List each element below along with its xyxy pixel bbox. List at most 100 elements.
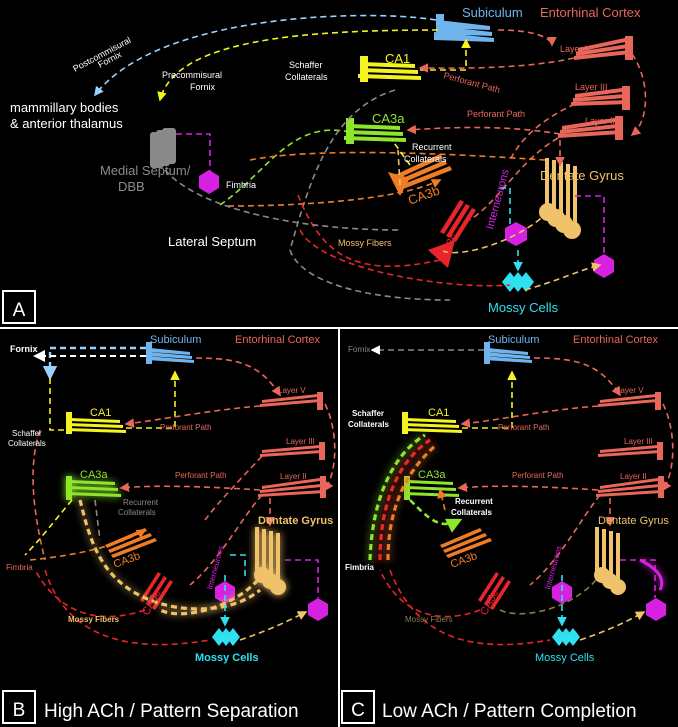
layer-v-cells [574, 36, 633, 60]
interneuron-cells-c [552, 581, 666, 621]
panel-b: B High ACh / Pattern Separation Fornix S… [2, 334, 336, 724]
label-entorhinal-b: Entorhinal Cortex [235, 334, 320, 346]
label-layer-ii-a: Layer II [585, 116, 615, 126]
mossy-cells-c [552, 628, 580, 646]
mossy-cells-b [212, 628, 240, 646]
label-fimbria-c: Fimbria [345, 563, 374, 572]
layer-iii-cells-c [598, 442, 663, 460]
layer-v-cells-b [260, 392, 323, 410]
label-schaffer-2-b: Collaterals [8, 439, 46, 448]
label-layer-iii-c: Layer III [624, 437, 653, 446]
label-layer-iii-a: Layer III [575, 82, 608, 92]
label-recurrent-1-b: Recurrent [123, 498, 159, 507]
subiculum-cells-b [146, 342, 194, 364]
label-dentate-c: Dentate Gyrus [598, 515, 669, 527]
layer-ii-cells-b [258, 476, 326, 498]
ca1-cells-b [66, 412, 126, 434]
label-perforant-1-b: Perforant Path [160, 423, 212, 432]
label-schaffer-2-c: Collaterals [348, 420, 389, 429]
label-subiculum-c: Subiculum [488, 334, 539, 346]
label-ca1-a: CA1 [385, 51, 410, 66]
label-mossy-cells-c: Mossy Cells [535, 652, 595, 664]
panel-a: A Subiculum Entorhinal Cortex Layer V La… [2, 5, 647, 324]
label-medial-septum-1: Medial Septum/ [100, 163, 191, 178]
label-layer-iii-b: Layer III [286, 437, 315, 446]
label-fimbria-a: Fimbria [226, 180, 256, 190]
label-interneurons-a: Interneurons [484, 168, 512, 231]
label-ca3c-b: CA3c [140, 588, 163, 618]
label-layer-v-c: Layer V [616, 386, 644, 395]
label-recurrent-1-c: Recurrent [455, 497, 493, 506]
label-layer-ii-c: Layer II [620, 472, 647, 481]
ca3b-cells-c [440, 528, 492, 558]
label-entorhinal-a: Entorhinal Cortex [540, 5, 641, 20]
label-medial-septum-2: DBB [118, 179, 145, 194]
label-entorhinal-c: Entorhinal Cortex [573, 334, 658, 346]
label-subiculum-a: Subiculum [462, 5, 523, 20]
panel-b-letter: B [13, 700, 26, 721]
label-mossy-fibers-c: Mossy Fibers [405, 615, 453, 624]
label-perforant-1-a: Perforant Path [442, 70, 501, 95]
ca3a-cells [344, 118, 406, 144]
label-ca1-c: CA1 [428, 407, 449, 419]
label-ca3b-a: CA3b [406, 183, 442, 208]
label-subiculum-b: Subiculum [150, 334, 201, 346]
label-mossy-cells-a: Mossy Cells [488, 300, 559, 315]
ca1-cells-c [402, 412, 462, 434]
ca3a-cells-b [66, 476, 121, 500]
panel-a-letter: A [13, 300, 26, 321]
dentate-gyrus-cells [539, 158, 581, 239]
mossy-cells [502, 272, 534, 292]
panel-b-caption: High ACh / Pattern Separation [44, 701, 299, 722]
label-layer-v-b: Layer V [278, 386, 306, 395]
label-fornix-b: Fornix [10, 344, 38, 354]
ca3b-cells [388, 154, 452, 196]
layer-ii-cells-c [596, 476, 664, 498]
label-fornix-c: Fornix [348, 345, 370, 354]
panel-c-caption: Low ACh / Pattern Completion [382, 701, 637, 722]
panel-c-pathways [368, 345, 674, 646]
label-mammillary-2: & anterior thalamus [10, 116, 123, 131]
label-mossy-fibers-a: Mossy Fibers [338, 238, 392, 248]
label-perforant-2-c: Perforant Path [512, 471, 564, 480]
layer-iii-cells [571, 86, 630, 110]
label-mossy-cells-b: Mossy Cells [195, 652, 259, 664]
label-ca1-b: CA1 [90, 407, 111, 419]
panel-b-pathways [24, 346, 336, 646]
label-schaffer-2-a: Collaterals [285, 72, 328, 82]
layer-iii-cells-b [260, 442, 325, 460]
label-ca3c-c: CA3c [478, 588, 501, 618]
label-lateral-septum: Lateral Septum [168, 234, 256, 249]
label-layer-ii-b: Layer II [280, 472, 307, 481]
label-ca3a-b: CA3a [80, 469, 108, 481]
subiculum-cells-c [484, 342, 532, 364]
label-mammillary-1: mammillary bodies [10, 100, 119, 115]
label-precommisural-1: Precommisural [162, 70, 222, 80]
panel-c: C Low ACh / Pattern Completion Fornix Su… [341, 334, 674, 724]
label-schaffer-1-c: Schaffer [352, 409, 384, 418]
interneuron-cells [199, 170, 614, 278]
ca1-cells [358, 56, 421, 82]
label-ca3a-a: CA3a [372, 111, 405, 126]
medial-septum-cells [150, 128, 176, 168]
ca3c-cells-c [478, 572, 511, 610]
label-fimbria-b: Fimbria [6, 563, 33, 572]
dentate-gyrus-cells-b [254, 527, 286, 595]
layer-ii-cells [558, 116, 623, 140]
label-recurrent-2-a: Collaterals [404, 154, 447, 164]
panel-c-letter: C [351, 700, 365, 721]
label-perforant-2-a: Perforant Path [467, 109, 525, 119]
label-perforant-2-b: Perforant Path [175, 471, 227, 480]
label-schaffer-1-a: Schaffer [289, 60, 322, 70]
interneuron-cells-b [215, 581, 328, 621]
label-dentate-a: Dentate Gyrus [540, 168, 624, 183]
ca3c-cells [428, 200, 476, 268]
label-layer-v-a: Layer V [560, 44, 591, 54]
layer-v-cells-c [598, 392, 661, 410]
label-recurrent-2-c: Collaterals [451, 508, 492, 517]
dentate-gyrus-cells-c [594, 527, 626, 595]
subiculum-cells [434, 14, 494, 42]
label-ca3a-c: CA3a [418, 469, 446, 481]
